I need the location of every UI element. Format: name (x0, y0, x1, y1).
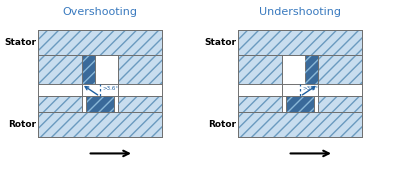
Text: Rotor: Rotor (8, 120, 36, 129)
Bar (38, 84, 162, 96)
Text: Stator: Stator (4, 38, 36, 47)
Polygon shape (318, 96, 362, 112)
Text: >3.6°: >3.6° (102, 86, 118, 91)
Polygon shape (38, 55, 82, 84)
Polygon shape (82, 55, 95, 84)
Text: Undershooting: Undershooting (259, 7, 341, 17)
Polygon shape (238, 112, 362, 136)
Bar (238, 84, 362, 96)
Polygon shape (38, 96, 82, 112)
Polygon shape (318, 55, 362, 84)
Text: Stator: Stator (204, 38, 236, 47)
Polygon shape (286, 96, 314, 112)
Polygon shape (38, 112, 162, 136)
Polygon shape (238, 30, 362, 55)
Polygon shape (305, 55, 318, 84)
Text: Overshooting: Overshooting (62, 7, 138, 17)
Polygon shape (118, 96, 162, 112)
Polygon shape (38, 30, 162, 55)
Polygon shape (86, 96, 114, 112)
Text: >3.6°: >3.6° (302, 86, 318, 91)
Polygon shape (238, 96, 282, 112)
Polygon shape (238, 55, 282, 84)
Polygon shape (118, 55, 162, 84)
Text: Rotor: Rotor (208, 120, 236, 129)
